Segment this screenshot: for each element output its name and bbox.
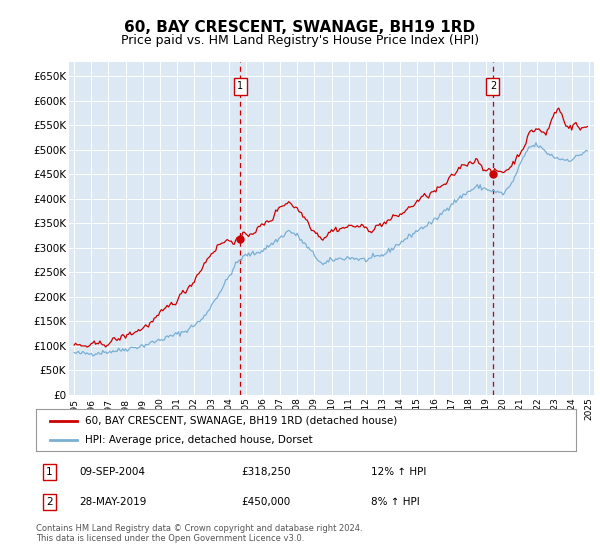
Text: 60, BAY CRESCENT, SWANAGE, BH19 1RD (detached house): 60, BAY CRESCENT, SWANAGE, BH19 1RD (det… — [85, 416, 397, 426]
Text: HPI: Average price, detached house, Dorset: HPI: Average price, detached house, Dors… — [85, 435, 312, 445]
Text: 8% ↑ HPI: 8% ↑ HPI — [371, 497, 419, 507]
Text: 12% ↑ HPI: 12% ↑ HPI — [371, 466, 426, 477]
Text: £450,000: £450,000 — [241, 497, 290, 507]
Text: 09-SEP-2004: 09-SEP-2004 — [79, 466, 145, 477]
Text: 28-MAY-2019: 28-MAY-2019 — [79, 497, 146, 507]
Text: 60, BAY CRESCENT, SWANAGE, BH19 1RD: 60, BAY CRESCENT, SWANAGE, BH19 1RD — [124, 20, 476, 35]
Text: 1: 1 — [238, 81, 244, 91]
Text: Price paid vs. HM Land Registry's House Price Index (HPI): Price paid vs. HM Land Registry's House … — [121, 34, 479, 46]
Text: 2: 2 — [490, 81, 496, 91]
Text: £318,250: £318,250 — [241, 466, 291, 477]
Text: 2: 2 — [46, 497, 53, 507]
Text: 1: 1 — [46, 466, 53, 477]
Text: Contains HM Land Registry data © Crown copyright and database right 2024.
This d: Contains HM Land Registry data © Crown c… — [36, 524, 362, 543]
